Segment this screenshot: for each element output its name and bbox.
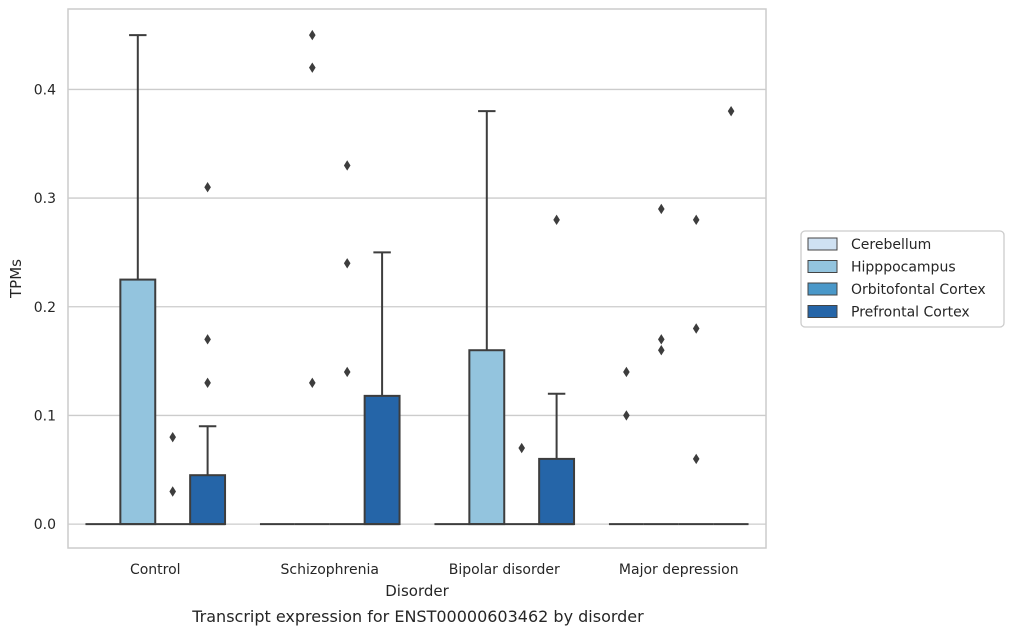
x-tick-label: Major depression [619,562,739,578]
box-1-2 [329,160,365,526]
box-0-3 [189,182,227,526]
box-3-2 [678,214,714,526]
outlier-point [658,203,665,215]
outlier-point [727,105,735,117]
outlier-point [343,160,351,171]
legend-label: Cerebellum [851,237,931,253]
outlier-point [658,334,665,345]
outlier-point [692,453,700,465]
box [363,394,401,526]
plot-frame [67,8,767,549]
legend-swatch [807,237,838,251]
box-2-2 [504,442,540,526]
box-0-1 [119,34,157,526]
outlier-point [309,62,316,73]
box-2-1 [468,110,506,526]
outlier-point [309,377,316,389]
x-tick-label: Control [130,562,181,578]
outlier-point [692,323,700,334]
chart-caption: Transcript expression for ENST0000060346… [191,607,644,626]
legend: Cerebellum Hipppocampus Orbitofontal Corte… [800,230,1005,328]
box [538,457,576,526]
outlier-point [169,486,176,497]
outlier-point [623,366,630,378]
box-2-3 [538,214,576,526]
outlier-point [658,345,665,356]
outlier-point [692,214,700,226]
x-axis-label: Disorder [385,582,449,600]
outlier-point [343,258,351,269]
legend-label: Prefrontal Cortex [851,305,970,321]
y-tick-label: 0.3 [34,191,56,207]
box-1-1 [294,29,330,526]
y-tick-label: 0.0 [34,517,56,533]
box [468,349,506,526]
x-tick-label: Schizophrenia [281,562,379,578]
legend-swatch [807,305,838,318]
box-3-1 [643,203,679,526]
legend-label: Orbitofontal Cortex [851,282,986,298]
legend-label: Hipppocampus [851,260,956,276]
y-tick-label: 0.4 [34,82,56,98]
outlier-point [204,334,211,345]
legend-swatch [807,260,838,273]
x-axis-ticks: Control Schizophrenia Bipolar disorder Majo… [130,562,739,578]
outlier-point [309,29,316,41]
outlier-point [169,431,176,443]
box-3-3 [713,105,749,526]
box-0-2 [155,431,191,526]
outlier-point [204,182,211,193]
gridlines [68,88,766,525]
box-1-3 [363,251,401,526]
outlier-point [518,442,525,454]
y-axis-ticks: 0.0 0.1 0.2 0.3 0.4 [34,82,56,533]
x-tick-label: Bipolar disorder [449,562,560,578]
y-tick-label: 0.2 [34,300,56,316]
box [119,278,157,526]
outlier-point [553,214,560,226]
box [189,474,227,526]
box-3-0 [608,366,644,526]
plot-boxes [85,29,749,526]
outlier-point [343,366,351,378]
legend-swatch [807,282,838,296]
y-tick-label: 0.1 [34,408,56,424]
outlier-point [204,377,211,389]
outlier-point [623,410,630,421]
y-axis-label: TPMs [7,259,25,299]
legend-frame [800,230,1005,328]
